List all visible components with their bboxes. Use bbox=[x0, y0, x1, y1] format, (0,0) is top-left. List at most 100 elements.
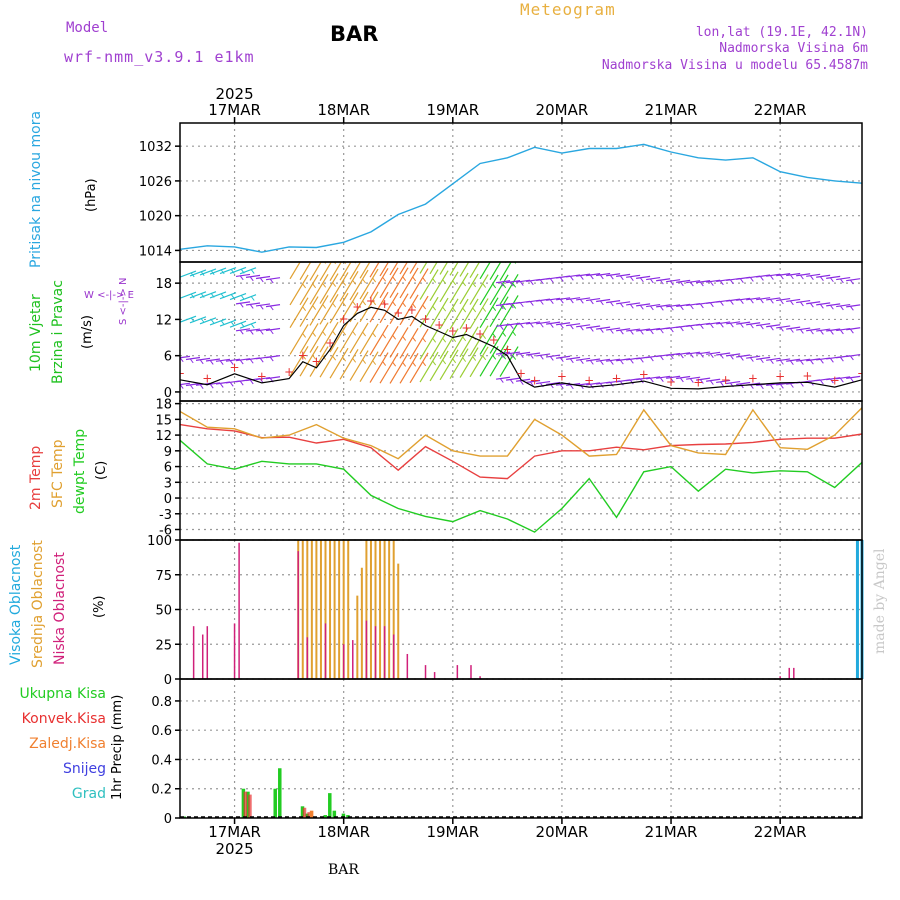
wind-barb bbox=[726, 353, 741, 357]
wind-barb-flag bbox=[619, 302, 624, 308]
wind-gust-marker: + bbox=[352, 300, 362, 314]
wind-barb bbox=[180, 382, 181, 384]
wind-gust-marker: + bbox=[857, 366, 867, 380]
wind-barb-flag bbox=[699, 324, 704, 329]
wind-barb-flag bbox=[559, 384, 564, 389]
y-tick-label-pressure: 1032 bbox=[139, 140, 172, 155]
wind-barb-flag bbox=[249, 379, 254, 385]
wind-barb bbox=[185, 356, 201, 361]
wind-barb-flag bbox=[412, 362, 417, 367]
wind-barb bbox=[816, 328, 831, 332]
wind-barb-flag bbox=[559, 298, 564, 304]
y-tick-label-precip: 0 bbox=[164, 812, 172, 827]
wind-barb bbox=[439, 262, 449, 275]
wind-gust-marker: + bbox=[666, 375, 676, 389]
precip-conv-bar bbox=[248, 794, 252, 818]
wind-barb-flag bbox=[679, 281, 684, 287]
wind-barb bbox=[265, 376, 281, 380]
wind-barb-flag bbox=[709, 323, 714, 329]
y-tick-label-wind: 12 bbox=[155, 313, 172, 328]
precip-conv-bar bbox=[243, 791, 248, 818]
wind-barb-flag bbox=[729, 355, 734, 360]
precip-total-bar bbox=[305, 813, 309, 818]
wind-barb bbox=[299, 262, 312, 281]
wind-barb-flag bbox=[509, 303, 514, 309]
wind-barb-flag bbox=[342, 281, 347, 286]
wind-barb bbox=[429, 297, 449, 329]
wind-barb-flag bbox=[809, 302, 814, 308]
wind-gust-marker: + bbox=[611, 371, 621, 385]
wind-barb bbox=[479, 297, 499, 329]
wind-barb bbox=[816, 302, 831, 306]
wind-barb-flag bbox=[719, 323, 724, 328]
wind-barb bbox=[319, 346, 339, 378]
wind-barb-flag bbox=[779, 274, 784, 280]
wind-barb bbox=[696, 377, 711, 381]
precip-conv-bar bbox=[302, 807, 307, 818]
panel-frame-temp bbox=[179, 400, 863, 541]
wind-barb-flag bbox=[492, 333, 497, 338]
wind-barb-flag bbox=[779, 327, 784, 332]
wind-gust-marker: + bbox=[475, 327, 485, 341]
wind-gust-marker: + bbox=[393, 306, 403, 320]
wind-barb bbox=[245, 274, 261, 278]
wind-barb bbox=[846, 327, 861, 331]
y-tick-label-temp: 6 bbox=[164, 461, 172, 476]
wind-barb bbox=[349, 269, 369, 301]
wind-barb-flag bbox=[372, 360, 377, 365]
wind-barb-flag bbox=[649, 329, 654, 335]
wind-barb-flag bbox=[539, 279, 544, 285]
wind-barb bbox=[656, 304, 671, 308]
wind-barb bbox=[399, 262, 409, 275]
y-tick-label-temp: -3 bbox=[159, 508, 172, 523]
wind-gust-marker: + bbox=[802, 369, 812, 383]
wind-barb-flag bbox=[529, 381, 534, 387]
wind-barb bbox=[369, 291, 389, 323]
wind-barb-flag bbox=[423, 253, 426, 257]
wind-barb-flag bbox=[462, 357, 467, 362]
wind-barb-flag bbox=[559, 357, 564, 362]
wind-barb bbox=[826, 328, 841, 332]
wind-barb-flag bbox=[220, 269, 225, 275]
wind-barb bbox=[299, 274, 319, 306]
wind-barb bbox=[215, 358, 231, 362]
wind-barb bbox=[339, 322, 359, 353]
axis-text: 1014102010261032061218-6-303691215180255… bbox=[84, 85, 807, 858]
wind-barb bbox=[616, 273, 631, 277]
wind-barb bbox=[686, 280, 701, 284]
day-label-top: 20MAR bbox=[536, 101, 589, 119]
wind-barb-flag bbox=[619, 380, 624, 386]
wind-barb-flag bbox=[372, 300, 377, 306]
wind-gust-marker: + bbox=[461, 321, 471, 335]
wind-barb bbox=[469, 274, 489, 305]
wind-barb bbox=[706, 279, 721, 283]
wind-barb-flag bbox=[342, 356, 347, 362]
wind-barb bbox=[766, 382, 781, 386]
wind-barb bbox=[766, 357, 781, 361]
wind-barb bbox=[229, 320, 247, 328]
wind-barb-flag bbox=[629, 330, 634, 335]
wind-barb bbox=[606, 327, 621, 331]
wind-barb bbox=[836, 376, 851, 380]
wind-barb bbox=[319, 293, 339, 325]
wind-barb-flag bbox=[719, 354, 724, 359]
wind-barb-flag bbox=[829, 304, 834, 310]
wind-barb-flag bbox=[482, 355, 487, 361]
wind-barb bbox=[399, 267, 419, 299]
wind-barb bbox=[265, 304, 281, 308]
day-label-bottom: 18MAR bbox=[317, 823, 370, 841]
wind-gust-marker: + bbox=[230, 360, 240, 374]
wind-barb bbox=[826, 303, 841, 307]
wind-barb-flag bbox=[442, 359, 447, 365]
wind-barb-flag bbox=[462, 307, 467, 313]
wind-barb bbox=[636, 303, 651, 307]
wind-barb bbox=[245, 302, 261, 306]
wind-barb-flag bbox=[819, 276, 824, 281]
wind-barb bbox=[596, 358, 611, 362]
wind-barb-flag bbox=[729, 279, 734, 285]
wind-barb-flag bbox=[669, 305, 674, 311]
wind-barb bbox=[389, 327, 409, 358]
wind-barb-flag bbox=[499, 281, 504, 287]
wind-barb-flag bbox=[759, 384, 764, 390]
wind-barb-flag bbox=[473, 255, 476, 259]
